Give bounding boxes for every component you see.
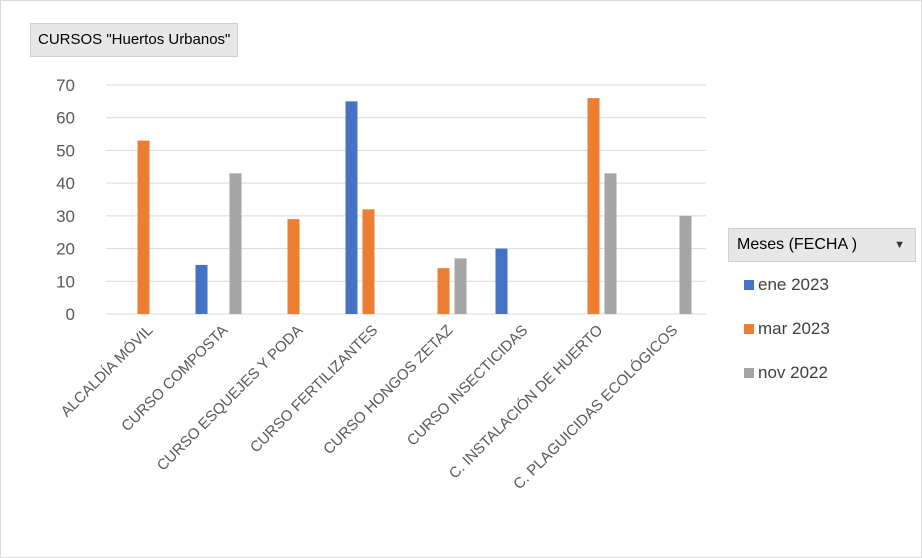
x-tick-label-2: CURSO ESQUEJES Y PODA [154,322,307,475]
bar-2-1[interactable] [229,173,242,314]
y-tick-label-4: 40 [56,174,75,193]
y-tick-label-0: 0 [66,305,75,324]
legend-swatch-1 [744,324,754,334]
x-tick-label-6: C. INSTALACIÓN DE HUERTO [446,322,607,483]
legend-label-1: mar 2023 [758,319,830,338]
chart-title[interactable]: CURSOS "Huertos Urbanos" [30,23,239,57]
legend-item-1: mar 2023 [744,319,830,339]
bar-2-7[interactable] [679,215,692,314]
bar-0-3[interactable] [345,101,358,314]
legend-swatch-0 [744,280,754,290]
bar-1-4[interactable] [437,268,450,314]
y-tick-label-6: 60 [56,109,75,128]
bar-1-6[interactable] [587,98,600,314]
legend-item-2: nov 2022 [744,363,828,383]
y-tick-label-1: 10 [56,272,75,291]
legend-label-0: ene 2023 [758,275,829,294]
x-tick-label-4: CURSO HONGOS ZETAZ [320,322,456,458]
bar-1-3[interactable] [362,209,375,314]
legend-swatch-2 [744,368,754,378]
dropdown-arrow-icon[interactable]: ▼ [894,239,905,251]
legend-label-2: nov 2022 [758,363,828,382]
bar-2-4[interactable] [454,258,467,314]
legend-title: Meses (FECHA ) [737,236,858,253]
legend-item-0: ene 2023 [744,275,829,295]
y-tick-label-3: 30 [56,207,75,226]
bar-0-1[interactable] [195,264,208,314]
legend-filter-button[interactable]: Meses (FECHA ) ▼ [728,228,916,262]
bar-1-0[interactable] [137,140,150,314]
bar-0-5[interactable] [495,248,508,314]
bar-2-6[interactable] [604,173,617,314]
y-tick-label-2: 20 [56,240,75,259]
y-tick-label-7: 70 [56,76,75,95]
bar-1-2[interactable] [287,219,300,314]
x-tick-label-7: C. PLAGUICIDAS ECOLÓGICOS [510,322,681,493]
x-tick-label-5: CURSO INSECTICIDAS [404,322,532,450]
y-tick-label-5: 50 [56,141,75,160]
x-tick-label-3: CURSO FERTILIZANTES [247,322,381,456]
